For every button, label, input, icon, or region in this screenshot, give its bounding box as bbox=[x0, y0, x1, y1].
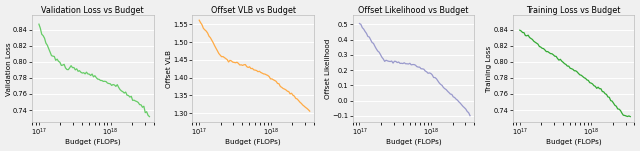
Y-axis label: Validation Loss: Validation Loss bbox=[6, 42, 12, 96]
X-axis label: Budget (FLOPs): Budget (FLOPs) bbox=[546, 139, 602, 145]
Title: Training Loss vs Budget: Training Loss vs Budget bbox=[527, 6, 621, 14]
Title: Offset VLB vs Budget: Offset VLB vs Budget bbox=[211, 6, 296, 14]
Title: Offset Likelihood vs Budget: Offset Likelihood vs Budget bbox=[358, 6, 468, 14]
X-axis label: Budget (FLOPs): Budget (FLOPs) bbox=[65, 139, 120, 145]
X-axis label: Budget (FLOPs): Budget (FLOPs) bbox=[385, 139, 441, 145]
Y-axis label: Offset VLB: Offset VLB bbox=[166, 50, 172, 88]
Y-axis label: Training Loss: Training Loss bbox=[486, 46, 492, 92]
Y-axis label: Offset Likelihood: Offset Likelihood bbox=[325, 39, 331, 99]
Title: Validation Loss vs Budget: Validation Loss vs Budget bbox=[42, 6, 144, 14]
X-axis label: Budget (FLOPs): Budget (FLOPs) bbox=[225, 139, 281, 145]
